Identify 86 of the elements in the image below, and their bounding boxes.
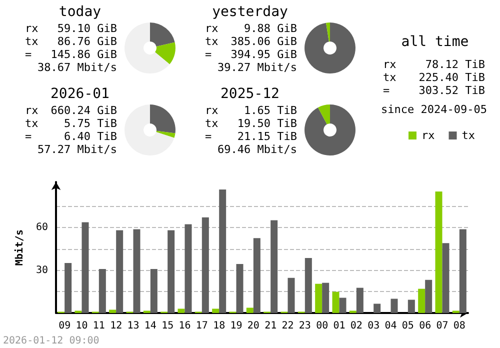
bar [390, 298, 398, 313]
text: all time [400, 34, 470, 50]
y-tick-label: 60 [36, 222, 48, 234]
legend-label: rx [422, 129, 436, 142]
bar [339, 298, 346, 313]
chart-title: 2025-12 [219, 86, 280, 102]
x-tick-label: 08 [453, 320, 466, 332]
bar [418, 288, 426, 313]
bar [184, 224, 192, 313]
text: 57.27 Mbit/s [36, 143, 117, 156]
x-tick-label: 16 [178, 320, 191, 332]
text: rx 78.12 TiB [383, 58, 485, 71]
bar [109, 310, 116, 313]
x-tick-label: 21 [264, 320, 277, 332]
x-tick-label: 15 [162, 320, 174, 332]
bar [150, 269, 158, 313]
text: = 145.86 GiB [25, 48, 117, 61]
chart-title: yesterday [211, 4, 289, 20]
text: = 394.95 GiB [205, 48, 297, 61]
x-tick-label: 22 [282, 320, 294, 332]
text: rx 9.88 GiB [205, 22, 297, 35]
y-axis-title: Mbit/s [14, 229, 26, 266]
bar [178, 308, 185, 313]
bar [270, 220, 278, 313]
bar [253, 238, 260, 313]
bar [82, 222, 89, 313]
bar [332, 292, 340, 313]
bar [212, 308, 220, 313]
text: 39.27 Mbit/s [216, 61, 297, 74]
x-tick-label: 19 [230, 320, 242, 332]
x-tick-label: 23 [298, 320, 311, 332]
x-tick-label: 14 [144, 320, 156, 332]
x-tick-label: 17 [196, 320, 208, 332]
x-tick-label: 01 [333, 320, 346, 332]
text: 38.67 Mbit/s [36, 61, 117, 74]
text: 2026-01-12 09:00 [3, 336, 100, 346]
bar [219, 190, 226, 313]
text: 69.46 Mbit/s [216, 143, 297, 156]
bar [236, 264, 244, 313]
text: tx 385.06 GiB [205, 35, 297, 48]
text: = 303.52 TiB [383, 84, 485, 97]
y-tick-label: 30 [36, 264, 48, 276]
bar [133, 229, 140, 313]
text: tx 5.75 TiB [25, 117, 117, 130]
x-tick-label: 12 [110, 320, 122, 332]
bar [442, 243, 450, 313]
legend-label: tx [462, 129, 476, 142]
bar [356, 288, 364, 313]
bar [288, 278, 295, 313]
bar [322, 282, 330, 313]
bar [408, 300, 415, 313]
text: rx 660.24 GiB [25, 104, 117, 117]
text: = 21.15 TiB [205, 130, 297, 143]
bar [64, 263, 72, 313]
text: since 2024-09-05 [381, 103, 487, 116]
chart-title: today [58, 4, 102, 20]
x-tick-label: 06 [419, 320, 432, 332]
bar [425, 280, 432, 313]
x-tick-label: 11 [92, 320, 105, 332]
x-tick-label: 00 [316, 320, 328, 332]
text: = 6.40 TiB [25, 130, 117, 143]
bar [246, 308, 254, 313]
bar [98, 269, 106, 313]
bar [315, 284, 322, 313]
bar [374, 304, 381, 313]
text: tx 225.40 TiB [383, 71, 485, 84]
text: tx 86.76 GiB [25, 35, 117, 48]
bar [202, 217, 209, 313]
x-tick-label: 10 [76, 320, 88, 332]
text: rx 1.65 TiB [205, 104, 297, 117]
text: rx 59.10 GiB [25, 22, 117, 35]
x-tick-label: 13 [127, 320, 140, 332]
text: tx 19.50 TiB [205, 117, 297, 130]
bar [435, 192, 442, 313]
x-tick-label: 07 [436, 320, 448, 332]
bar [168, 230, 175, 313]
x-tick-label: 20 [247, 320, 260, 332]
x-tick-label: 04 [384, 320, 397, 332]
bar [116, 230, 124, 313]
bar [304, 258, 312, 313]
x-tick-label: 18 [213, 320, 226, 332]
x-tick-label: 05 [402, 320, 414, 332]
x-tick-label: 02 [350, 320, 362, 332]
x-tick-label: 03 [368, 320, 380, 332]
chart-title: 2026-01 [49, 86, 110, 102]
x-tick-label: 09 [58, 320, 71, 332]
